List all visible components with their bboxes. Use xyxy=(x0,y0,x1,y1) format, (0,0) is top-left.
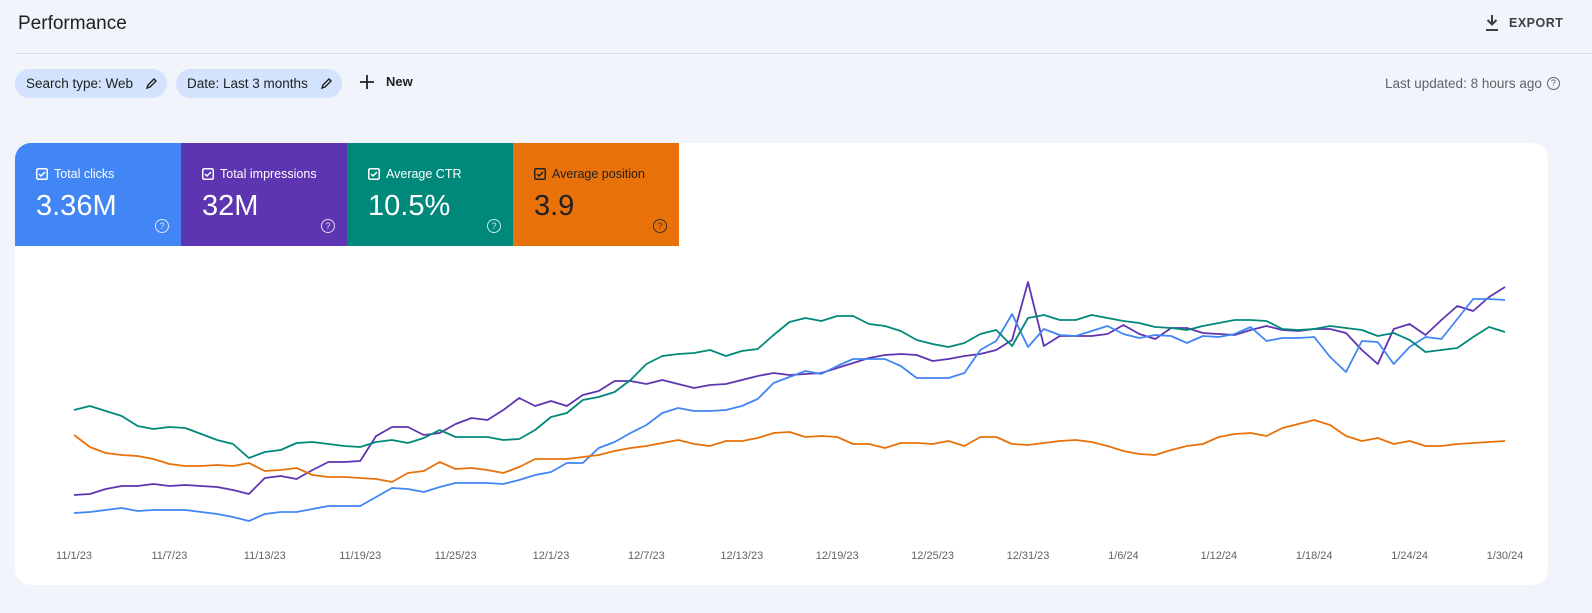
help-icon[interactable]: ? xyxy=(1546,77,1560,90)
last-updated: Last updated: 8 hours ago ? xyxy=(1385,76,1560,91)
metric-value: 3.9 xyxy=(534,190,575,222)
x-tick-label: 1/24/24 xyxy=(1391,550,1428,562)
help-icon[interactable]: ? xyxy=(487,219,501,233)
metric-value: 32M xyxy=(202,190,259,222)
series-line xyxy=(73,298,1506,522)
metric-label-row: Average position xyxy=(534,167,679,181)
metric-value: 3.36M xyxy=(36,190,117,222)
export-button[interactable]: EXPORT xyxy=(1484,14,1563,32)
series-line xyxy=(73,281,1506,496)
new-label: New xyxy=(386,74,413,89)
filter-chip[interactable]: Date: Last 3 months xyxy=(176,69,342,98)
x-tick-label: 12/25/23 xyxy=(911,550,954,562)
chip-label: Date: Last 3 months xyxy=(187,76,308,91)
chip-label: Search type: Web xyxy=(26,76,134,91)
help-icon[interactable]: ? xyxy=(653,219,667,233)
checkbox xyxy=(534,168,546,180)
metric-label: Total impressions xyxy=(220,167,317,181)
metric-label: Average CTR xyxy=(386,167,462,181)
last-updated-text: Last updated: 8 hours ago xyxy=(1385,76,1542,91)
metric-value: 10.5% xyxy=(368,190,451,222)
x-tick-label: 12/19/23 xyxy=(816,550,859,562)
x-tick-label: 12/31/23 xyxy=(1007,550,1050,562)
metric-label: Average position xyxy=(552,167,645,181)
divider xyxy=(15,53,1592,54)
help-icon[interactable]: ? xyxy=(321,219,335,233)
x-tick-label: 11/7/23 xyxy=(151,550,187,562)
series-line xyxy=(73,314,1506,459)
export-label: EXPORT xyxy=(1509,16,1564,30)
metric-label-row: Total clicks xyxy=(36,167,181,181)
edit-icon xyxy=(145,78,157,90)
metric-label-row: Average CTR xyxy=(368,167,513,181)
edit-icon xyxy=(320,78,332,90)
help-icon[interactable]: ? xyxy=(155,219,169,233)
x-tick-label: 1/12/24 xyxy=(1200,550,1237,562)
metric-card[interactable]: Average position 3.9? xyxy=(513,143,679,246)
x-tick-label: 12/1/23 xyxy=(533,550,570,562)
x-tick-label: 1/30/24 xyxy=(1487,550,1524,562)
new-filter[interactable]: New xyxy=(360,74,413,89)
download-icon xyxy=(1486,15,1498,31)
metric-label-row: Total impressions xyxy=(202,167,347,181)
series-line xyxy=(73,419,1506,483)
checkbox xyxy=(202,168,214,180)
metric-card[interactable]: Total clicks 3.36M? xyxy=(15,143,181,246)
plus-icon xyxy=(360,74,374,89)
x-tick-label: 11/25/23 xyxy=(435,550,477,562)
filter-chip[interactable]: Search type: Web xyxy=(15,69,167,98)
metric-card[interactable]: Total impressions 32M? xyxy=(181,143,347,246)
page-title: Performance xyxy=(18,13,127,34)
x-tick-label: 11/1/23 xyxy=(56,550,92,562)
checkbox xyxy=(36,168,48,180)
metric-card[interactable]: Average CTR 10.5%? xyxy=(347,143,513,246)
x-tick-label: 11/13/23 xyxy=(244,550,286,562)
x-tick-label: 11/19/23 xyxy=(339,550,381,562)
metric-label: Total clicks xyxy=(54,167,115,181)
x-tick-label: 1/18/24 xyxy=(1296,550,1333,562)
checkbox xyxy=(368,168,380,180)
x-tick-label: 1/6/24 xyxy=(1108,550,1139,562)
x-tick-label: 12/13/23 xyxy=(720,550,763,562)
x-tick-label: 12/7/23 xyxy=(628,550,665,562)
